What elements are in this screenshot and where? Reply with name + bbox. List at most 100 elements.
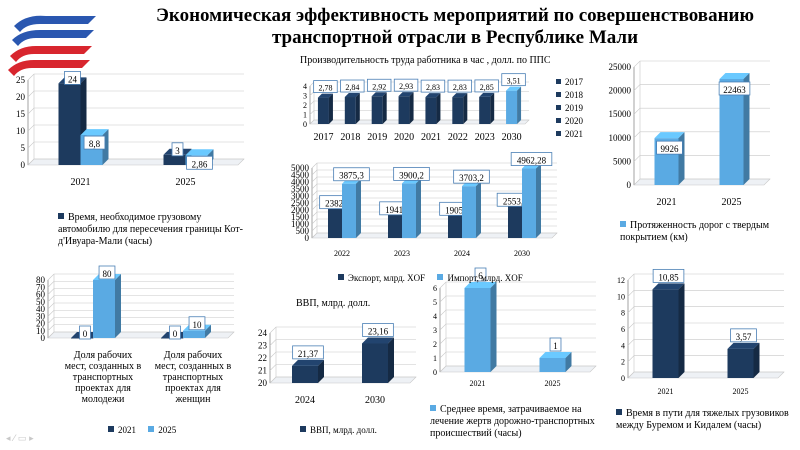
trucks-ytick: 4 bbox=[621, 341, 625, 350]
border-gridline bbox=[27, 124, 244, 132]
gdp-ytick: 21 bbox=[258, 366, 267, 376]
productivity-ytick: 3 bbox=[303, 92, 307, 101]
roads-floor bbox=[633, 178, 771, 186]
trade-xtick: 2024 bbox=[454, 249, 470, 258]
gdp-xtick: 2030 bbox=[365, 395, 385, 406]
jobs-gridline bbox=[47, 309, 234, 317]
productivity-data-label: 2,92 bbox=[366, 78, 392, 92]
svg-text:2,86: 2,86 bbox=[192, 159, 208, 169]
legend-swatch-dark bbox=[58, 213, 64, 219]
gdp-gridline bbox=[269, 351, 416, 359]
trucks-ytick: 12 bbox=[617, 276, 625, 285]
gdp-ytick: 20 bbox=[258, 378, 268, 388]
productivity-xtick: 2022 bbox=[448, 132, 468, 143]
gdp-xtick: 2024 bbox=[295, 395, 315, 406]
trucks-ytick: 8 bbox=[621, 309, 625, 318]
roads-gridline bbox=[633, 107, 770, 115]
victims-ytick: 0 bbox=[433, 368, 437, 377]
productivity-xtick: 2023 bbox=[475, 132, 495, 143]
jobs-bar bbox=[93, 274, 121, 338]
productivity-ytick: 4 bbox=[303, 82, 307, 91]
trade-data-label: 3703,2 bbox=[453, 169, 490, 184]
trade-ytick: 2000 bbox=[291, 205, 310, 215]
trade-ytick: 4000 bbox=[291, 177, 310, 187]
productivity-ytick: 0 bbox=[303, 120, 307, 129]
legend-2025-label: 2025 bbox=[158, 425, 177, 435]
svg-text:2,92: 2,92 bbox=[372, 82, 386, 91]
gdp-floor bbox=[269, 376, 417, 384]
jobs-ytick: 50 bbox=[36, 297, 46, 307]
productivity-xtick: 2021 bbox=[421, 132, 441, 143]
border-xtick: 2021 bbox=[71, 177, 91, 188]
roads-xtick: 2021 bbox=[657, 197, 677, 208]
productivity-data-label: 2,78 bbox=[313, 80, 338, 93]
border-data-label: 2,86 bbox=[186, 155, 213, 170]
legend-trucks-label: Время в пути для тяжелых грузовиков межд… bbox=[616, 408, 789, 431]
victims-chart: 0 1 2 3 4 5 6 6 2021 1 2025 bbox=[433, 267, 597, 388]
gdp-gridline bbox=[269, 364, 416, 371]
trade-ytick: 1500 bbox=[291, 212, 310, 222]
trucks-chart-legend: Время в пути для тяжелых грузовиков межд… bbox=[616, 408, 796, 432]
victims-ytick: 4 bbox=[433, 312, 437, 321]
trade-ytick: 1000 bbox=[291, 219, 310, 229]
jobs-ytick: 20 bbox=[36, 319, 46, 329]
jobs-ytick: 80 bbox=[36, 275, 46, 285]
trade-bar bbox=[522, 163, 541, 238]
roads-bar bbox=[654, 132, 685, 185]
trade-ytick: 500 bbox=[296, 226, 310, 236]
page-title: Экономическая эффективность мероприятий … bbox=[156, 5, 754, 48]
slide-nav-icons[interactable]: ◂ ⁄ ▭ ▸ bbox=[6, 434, 34, 444]
victims-gridline bbox=[439, 351, 596, 359]
trucks-ytick: 10 bbox=[617, 292, 625, 301]
border-chart-legend: Время, необходимое грузовому автомобилю … bbox=[58, 212, 248, 248]
productivity-bar bbox=[425, 93, 441, 124]
border-ytick: 20 bbox=[16, 92, 26, 102]
productivity-bar bbox=[506, 86, 522, 124]
svg-text:23,16: 23,16 bbox=[368, 327, 389, 337]
svg-text:3,57: 3,57 bbox=[736, 332, 752, 342]
gdp-data-label: 21,37 bbox=[292, 345, 324, 360]
gdp-ytick: 23 bbox=[258, 341, 268, 351]
legend-export-label: Экспорт, млрд. XOF bbox=[348, 273, 426, 283]
roads-ytick: 25000 bbox=[609, 62, 632, 72]
svg-text:2553,37: 2553,37 bbox=[503, 196, 533, 206]
productivity-data-label: 2,83 bbox=[447, 79, 473, 93]
victims-bar bbox=[464, 282, 497, 372]
legend-gdp-label: ВВП, млрд. долл. bbox=[310, 425, 377, 435]
svg-text:2,85: 2,85 bbox=[480, 83, 494, 92]
trade-chart-legend: Экспорт, млрд. XOF Импорт, млрд. XOF bbox=[338, 272, 533, 284]
productivity-data-label: 2,84 bbox=[340, 79, 365, 93]
victims-bar bbox=[539, 352, 572, 372]
border-data-label: 8,8 bbox=[83, 135, 106, 150]
trucks-gridline bbox=[627, 290, 784, 297]
gdp-ytick: 22 bbox=[258, 353, 267, 363]
svg-text:2,78: 2,78 bbox=[318, 84, 332, 93]
trade-bar bbox=[402, 178, 421, 238]
roads-ytick: 10000 bbox=[609, 133, 632, 143]
trade-bar bbox=[462, 181, 481, 238]
jobs-gridline bbox=[47, 317, 234, 324]
roads-gridline bbox=[633, 131, 770, 139]
roads-ytick: 15000 bbox=[609, 109, 632, 119]
roads-ytick: 5000 bbox=[613, 156, 632, 166]
svg-text:4962,28: 4962,28 bbox=[517, 156, 547, 166]
trucks-ytick: 6 bbox=[621, 325, 625, 334]
victims-gridline bbox=[439, 295, 596, 303]
jobs-data-label: 0 bbox=[169, 325, 181, 340]
productivity-xtick: 2017 bbox=[313, 132, 333, 143]
trade-ytick: 3500 bbox=[291, 184, 310, 194]
trucks-xtick: 2021 bbox=[658, 387, 674, 396]
svg-text:6: 6 bbox=[478, 271, 483, 281]
gdp-chart: 20 21 22 23 24 21,37 2024 23,16 2030 bbox=[258, 323, 417, 406]
roads-gridline bbox=[633, 60, 770, 68]
svg-text:3900,2: 3900,2 bbox=[399, 170, 424, 180]
victims-xtick: 2021 bbox=[470, 379, 486, 388]
trucks-ytick: 0 bbox=[621, 374, 625, 383]
svg-text:3,51: 3,51 bbox=[507, 77, 521, 86]
gdp-data-label: 23,16 bbox=[362, 323, 394, 337]
productivity-chart-title: Производительность труда работника в час… bbox=[300, 55, 551, 66]
productivity-data-label: 2,93 bbox=[393, 78, 419, 92]
productivity-xtick: 2030 bbox=[502, 132, 522, 143]
